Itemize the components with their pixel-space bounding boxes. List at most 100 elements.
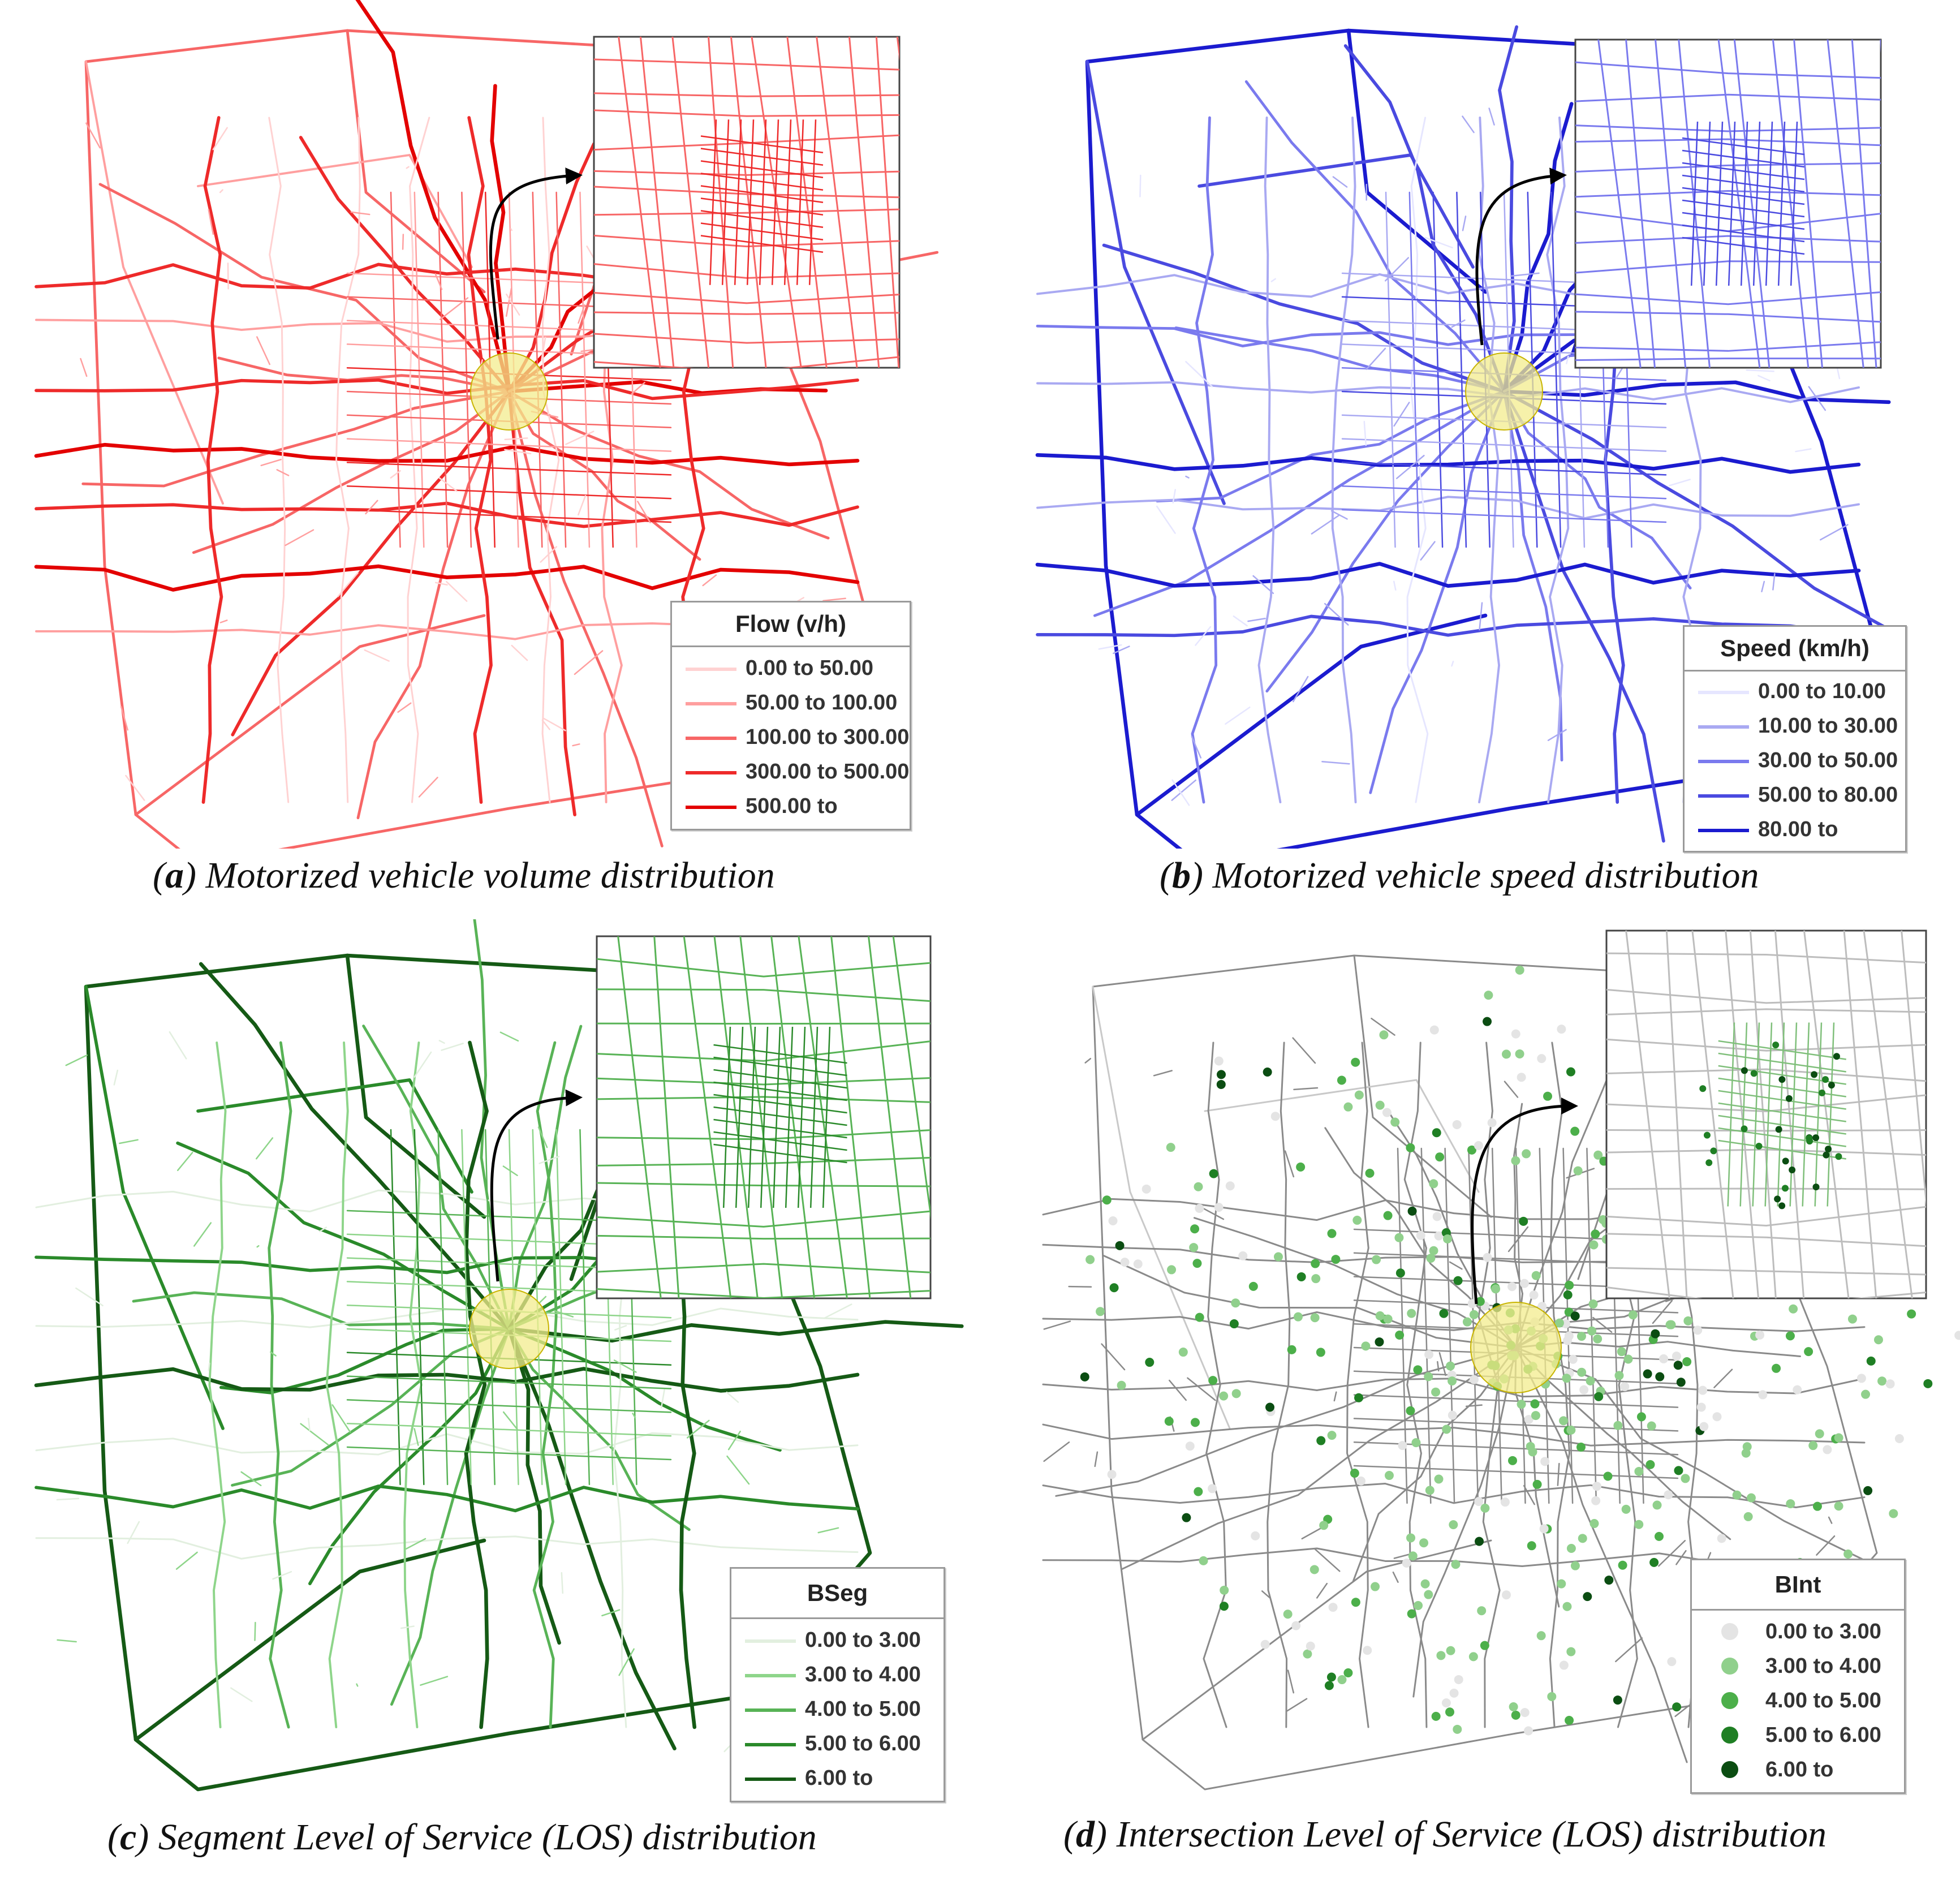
intersection-dot bbox=[1216, 1079, 1226, 1089]
road-segment bbox=[1168, 1379, 1187, 1401]
inset-road bbox=[700, 222, 824, 240]
intersection-dot bbox=[1416, 1230, 1425, 1240]
road-segment bbox=[268, 1041, 292, 1729]
intersection-dot bbox=[1442, 1424, 1451, 1434]
intersection-dot bbox=[1483, 1253, 1492, 1262]
intersection-dot bbox=[1579, 1385, 1589, 1395]
road-segment bbox=[1502, 102, 1574, 394]
inset-dot bbox=[1755, 1143, 1763, 1150]
intersection-dot bbox=[1273, 1252, 1283, 1262]
road-segment bbox=[125, 774, 145, 801]
road-segment bbox=[35, 1484, 859, 1513]
intersection-dot bbox=[1583, 1592, 1592, 1602]
road-segment bbox=[346, 438, 672, 452]
intersection-dot bbox=[1108, 1216, 1118, 1225]
intersection-dot bbox=[1448, 1376, 1457, 1386]
inset-road bbox=[1772, 40, 1810, 368]
intersection-dot bbox=[1469, 1310, 1479, 1319]
legend-line-swatch bbox=[686, 806, 736, 809]
road-segment bbox=[127, 1521, 140, 1544]
road-segment bbox=[1341, 509, 1667, 523]
intersection-dot bbox=[1117, 1380, 1126, 1390]
intersection-dot bbox=[1536, 1631, 1546, 1641]
intersection-dot bbox=[1195, 1204, 1204, 1213]
inset-road bbox=[1575, 291, 1881, 305]
legend-entry: 5.00 to 6.00 bbox=[731, 1727, 944, 1762]
intersection-dot bbox=[1141, 1184, 1151, 1194]
intersection-dot bbox=[1531, 1411, 1540, 1421]
zoom-arrow bbox=[1471, 1098, 1578, 1305]
intersection-dot bbox=[1659, 1354, 1669, 1363]
legend-entry: 10.00 to 30.00 bbox=[1685, 709, 1905, 744]
inset-road bbox=[1843, 931, 1877, 1298]
inset-road bbox=[1682, 199, 1805, 218]
intersection-dot bbox=[1429, 1179, 1438, 1189]
intersection-dot bbox=[1717, 1534, 1726, 1543]
road-segment bbox=[437, 1129, 449, 1486]
road-segment bbox=[1795, 448, 1812, 453]
road-segment bbox=[1816, 1535, 1836, 1556]
legend-title: Flow (v/h) bbox=[672, 602, 910, 647]
road-segment bbox=[1557, 1462, 1560, 1486]
intersection-dot bbox=[1524, 1415, 1533, 1424]
intersection-dot bbox=[1566, 1647, 1576, 1656]
intersection-dot bbox=[1311, 1259, 1320, 1268]
road-segment bbox=[1185, 360, 1213, 388]
inset-road bbox=[713, 1094, 847, 1114]
road-segment bbox=[390, 470, 401, 479]
intersection-dot bbox=[1786, 1499, 1795, 1509]
inset-road bbox=[816, 37, 858, 368]
road-segment bbox=[507, 142, 596, 393]
road-segment bbox=[1502, 380, 1891, 404]
road-segment bbox=[413, 1051, 432, 1078]
road-segment bbox=[506, 293, 520, 316]
intersection-dot bbox=[1283, 1609, 1293, 1619]
road-segment bbox=[1392, 1571, 1399, 1583]
inset-road bbox=[932, 936, 963, 1298]
road-segment bbox=[686, 1419, 710, 1439]
road-segment bbox=[397, 702, 412, 713]
intersection-dot bbox=[1593, 1334, 1603, 1344]
intersection-dot bbox=[1698, 1385, 1708, 1395]
intersection-dot bbox=[1407, 1609, 1416, 1619]
inset-road bbox=[1718, 1090, 1846, 1110]
intersection-dot bbox=[1453, 1724, 1462, 1734]
intersection-dot bbox=[1363, 1646, 1372, 1655]
inset-road bbox=[1793, 40, 1823, 368]
inset-road bbox=[700, 210, 824, 228]
intersection-dot bbox=[1547, 1692, 1557, 1701]
intersection-dot bbox=[1462, 1317, 1472, 1327]
intersection-dot bbox=[1337, 1075, 1346, 1085]
intersection-dot bbox=[1483, 1017, 1492, 1026]
inset-road bbox=[1682, 174, 1805, 193]
inset-dot bbox=[1741, 1067, 1748, 1074]
road-segment bbox=[1043, 1441, 1070, 1462]
inset-road bbox=[796, 119, 804, 285]
inset-dot bbox=[1778, 1076, 1786, 1083]
intersection-dot bbox=[1543, 1091, 1553, 1101]
road-segment bbox=[1462, 216, 1467, 231]
intersection-dot bbox=[1265, 1402, 1275, 1412]
legend-dot-swatch bbox=[1721, 1761, 1738, 1778]
inset-road bbox=[597, 1156, 931, 1167]
intersection-dot bbox=[1873, 1335, 1883, 1345]
intersection-dot bbox=[1524, 1726, 1533, 1736]
road-segment bbox=[413, 1428, 419, 1446]
road-segment bbox=[413, 1129, 425, 1486]
inset-road bbox=[1765, 121, 1773, 286]
road-segment bbox=[365, 500, 378, 515]
legend-entry-label: 0.00 to 10.00 bbox=[1758, 679, 1886, 703]
road-segment bbox=[169, 1031, 187, 1060]
intersection-dot bbox=[1406, 1533, 1416, 1543]
inset-road bbox=[594, 170, 899, 176]
intersection-dot bbox=[1293, 1312, 1303, 1322]
inset-road bbox=[594, 333, 899, 344]
inset-road bbox=[1682, 212, 1805, 230]
intersection-dot bbox=[1667, 1657, 1677, 1667]
road-segment bbox=[532, 1041, 558, 1729]
intersection-dot bbox=[1145, 1358, 1155, 1367]
intersection-dot bbox=[1407, 1309, 1416, 1318]
road-segment bbox=[461, 191, 472, 548]
inset-road bbox=[830, 936, 871, 1298]
inset-road bbox=[1725, 931, 1760, 1298]
